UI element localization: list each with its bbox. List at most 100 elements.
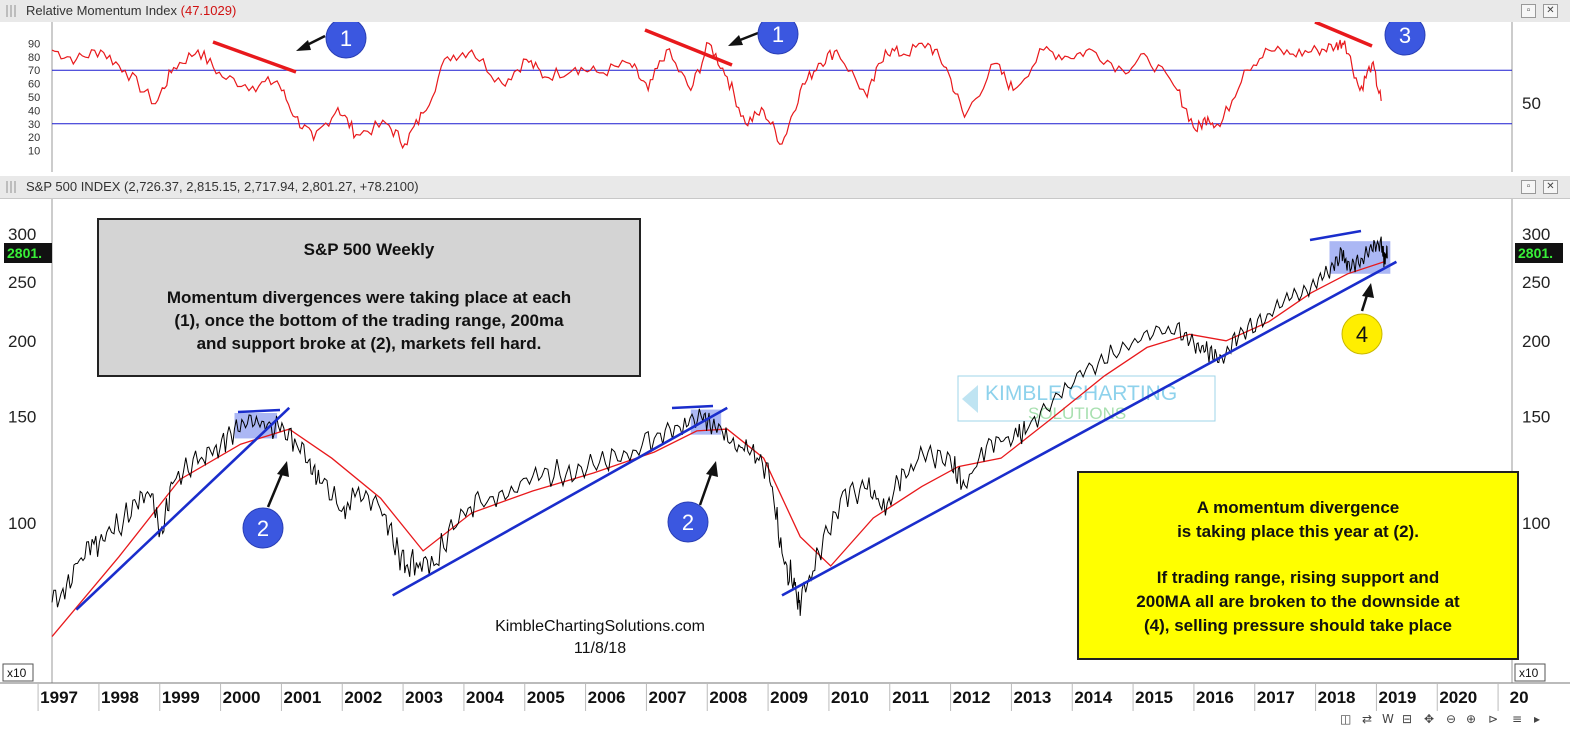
x-tick-label: 2008 (709, 688, 747, 707)
rmi-right-tick: 50 (1522, 94, 1541, 113)
x-tick-label: 2007 (649, 688, 687, 707)
drag-grip-icon[interactable] (6, 5, 18, 17)
zoom-out-icon[interactable]: ⊖ (1446, 712, 1457, 726)
yellow-box-line4: 200MA all are broken to the downside at (1136, 592, 1460, 611)
credit-text: KimbleChartingSolutions.com (495, 618, 705, 635)
rmi-series-line (51, 39, 1382, 150)
price-tag-left: 2801. (4, 243, 52, 263)
scale-unit-right: x10 (1514, 663, 1546, 682)
200ma-line (51, 261, 1385, 638)
close-panel-icon[interactable]: ✕ (1543, 180, 1558, 194)
weekly-button[interactable]: W (1382, 712, 1394, 726)
price-tick-label-right: 100 (1522, 514, 1550, 533)
x-tick-label: 2009 (770, 688, 808, 707)
x-tick-label: 1999 (162, 688, 200, 707)
rmi-tick-label: 90 (28, 38, 40, 50)
x-tick-label: 2002 (344, 688, 382, 707)
rmi-panel-title: Relative Momentum Index (47.1029) (26, 3, 236, 18)
scroll-left-icon[interactable]: ◫ (1340, 712, 1352, 726)
collapse-icon[interactable]: ⊟ (1402, 712, 1413, 726)
price-tag-right-text: 2801. (1518, 245, 1553, 261)
rmi-tick-label: 30 (28, 119, 40, 131)
x-tick-label: 2010 (831, 688, 869, 707)
x-tick-label: 2018 (1318, 688, 1356, 707)
rmi-tick-label: 70 (28, 65, 40, 77)
move-icon[interactable]: ✥ (1424, 712, 1435, 726)
divergence-line-1a (212, 40, 297, 74)
badge-4-label: 4 (1356, 322, 1368, 347)
support-trendline (781, 260, 1398, 597)
drag-grip-icon[interactable] (6, 181, 18, 193)
yellow-box-line2: is taking place this year at (2). (1177, 522, 1419, 541)
arrow-icon (266, 461, 289, 508)
scroll-end-icon[interactable]: ▸ (1534, 712, 1541, 726)
gray-box-line1: Momentum divergences were taking place a… (167, 288, 571, 307)
divergence-line-1b (644, 28, 733, 67)
x-tick-label: 2006 (588, 688, 626, 707)
rmi-tick-label: 10 (28, 146, 40, 158)
x-tick-label: 1997 (40, 688, 78, 707)
x-tick-label: 2016 (1196, 688, 1234, 707)
x-tick-label: 2001 (284, 688, 322, 707)
support-trendlines (75, 260, 1398, 611)
range-top-line (671, 404, 714, 410)
yellow-box-line1: A momentum divergence (1197, 498, 1399, 517)
scroll-right-icon[interactable]: ⊳ (1488, 712, 1499, 726)
rmi-tick-label: 20 (28, 132, 40, 144)
badge-2b-label: 2 (682, 510, 694, 535)
support-trendline (75, 406, 291, 611)
rmi-current-value: (47.1029) (180, 3, 237, 18)
badge-3-label: 3 (1399, 23, 1411, 48)
minimize-panel-icon[interactable]: ▫ (1521, 4, 1536, 18)
rmi-panel-header: Relative Momentum Index (47.1029) ▫ ✕ (0, 0, 1570, 23)
price-tag-left-text: 2801. (7, 245, 42, 261)
arrow-icon (1360, 283, 1374, 312)
price-tick-label-right: 150 (1522, 407, 1550, 426)
arrow-icon (296, 34, 326, 51)
gray-box-line2: (1), once the bottom of the trading rang… (174, 311, 564, 330)
rmi-title-text: Relative Momentum Index (26, 3, 178, 18)
rmi-tick-label: 40 (28, 105, 40, 117)
x-tick-label: 2020 (1439, 688, 1477, 707)
x-tick-label: 2019 (1379, 688, 1417, 707)
x-tick-label: 2015 (1135, 688, 1173, 707)
price-tick-label-right: 200 (1522, 332, 1550, 351)
badge-3: 3 (1384, 22, 1426, 56)
close-panel-icon[interactable]: ✕ (1543, 4, 1558, 18)
support-trendline (392, 406, 728, 597)
zoom-in-icon[interactable]: ⊕ (1466, 712, 1477, 726)
x-tick-label: 2012 (953, 688, 991, 707)
price-tick-label-right: 300 (1522, 225, 1550, 244)
divergence-line-3 (1314, 22, 1373, 48)
price-panel-header: S&P 500 INDEX (2,726.37, 2,815.15, 2,717… (0, 176, 1570, 199)
badge-1a: 1 (325, 22, 367, 59)
sp500-price-line (51, 236, 1388, 616)
rmi-tick-label: 50 (28, 92, 40, 104)
badge-1b-label: 1 (772, 22, 784, 47)
x-tick-label: 2011 (892, 688, 929, 707)
badge-1a-label: 1 (340, 26, 352, 51)
yellow-box-line3: If trading range, rising support and (1157, 568, 1439, 587)
x-tick-label: 2013 (1014, 688, 1052, 707)
badge-4: 4 (1341, 313, 1383, 355)
x-tick-label: 2017 (1257, 688, 1295, 707)
price-y-axis: 100 100 150 150 200 200 250 250 300 300 (8, 225, 1550, 533)
price-panel-title: S&P 500 INDEX (2,726.37, 2,815.15, 2,717… (26, 179, 419, 194)
minimize-panel-icon[interactable]: ▫ (1521, 180, 1536, 194)
badge-2a-label: 2 (257, 516, 269, 541)
badge-2b: 2 (667, 501, 709, 543)
price-tick-label-left: 200 (8, 332, 36, 351)
x-tick-label: 2000 (223, 688, 261, 707)
price-tag-right: 2801. (1515, 243, 1563, 263)
badge-2a: 2 (242, 507, 284, 549)
x-tick-label: 1998 (101, 688, 139, 707)
sync-icon[interactable]: ⇄ (1362, 712, 1373, 726)
watermark-line1: KIMBLE CHARTING (985, 382, 1177, 405)
gray-box-line3: and support broke at (2), markets fell h… (197, 334, 542, 353)
x-tick-label: 2003 (405, 688, 443, 707)
date-text: 11/8/18 (574, 640, 626, 657)
price-tick-label-right: 250 (1522, 273, 1550, 292)
menu-icon[interactable]: ≡ (1512, 712, 1523, 726)
range-top-line (237, 408, 281, 414)
